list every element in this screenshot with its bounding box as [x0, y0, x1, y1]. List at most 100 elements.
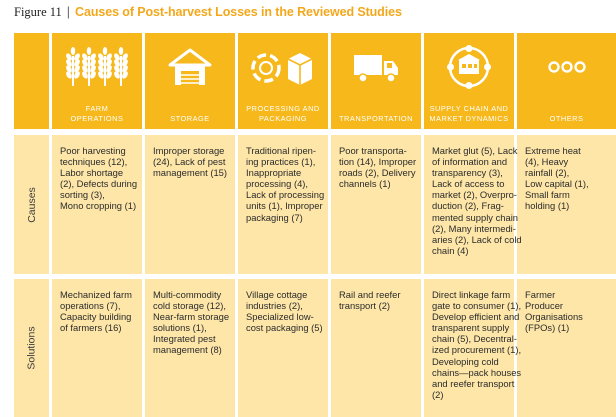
causes-text-line: mented supply chain	[432, 211, 518, 223]
causes-text-line: channels (1)	[339, 178, 391, 190]
solutions-text-line: operations (7),	[60, 300, 121, 312]
causes-cell-farm-operations: Poor harvesting techniques (12), Labor sho…	[60, 145, 142, 212]
truck-icon	[331, 45, 421, 89]
column-header-farm-operations: FARM OPERATIONS	[52, 33, 142, 129]
causes-text-line: Traditional ripen-	[246, 145, 316, 156]
causes-text-line: roads (2), Delivery	[339, 167, 416, 179]
column-label-line: PROCESSING AND	[246, 104, 320, 113]
solutions-text-line: management (8)	[153, 344, 222, 356]
row-divider	[14, 274, 616, 279]
column-label-line: PACKAGING	[259, 113, 307, 123]
causes-cell-supply-chain-and-market-dynamics: Market glut (5), Lack of information and t…	[432, 145, 522, 256]
causes-text-line: techniques (12),	[60, 156, 128, 168]
causes-text-line: duction (2), Frag-	[432, 200, 504, 212]
causes-cell-storage: Improper storage (24), Lack of pest manage…	[153, 145, 235, 178]
causes-text-line: ing practices (1),	[246, 156, 316, 168]
column-label-line: TRANSPORTATION	[339, 113, 413, 123]
figure-title: Figure 11 | Causes of Post-harvest Losse…	[14, 4, 402, 20]
causes-text-line: tion (14), Improper	[339, 156, 417, 168]
causes-text-line: (2), Defects during	[60, 178, 138, 190]
column-divider	[235, 33, 238, 417]
figure-heading: Causes of Post-harvest Losses in the Rev…	[75, 5, 402, 19]
causes-text-line: sorting (3),	[60, 189, 105, 201]
solutions-cell-storage: Multi-commodity cold storage (12), Near-fa…	[153, 289, 235, 356]
causes-text-line: Poor transporta-	[339, 145, 407, 156]
solutions-text-line: Develop efficient and	[432, 311, 520, 323]
column-label-line: FARM	[85, 104, 109, 113]
causes-row-label: Causes	[25, 186, 38, 223]
column-label-line: OTHERS	[549, 113, 584, 123]
causes-text-line: aries (2), Lack of cold	[432, 233, 522, 245]
causes-text-line: packaging (7)	[246, 211, 303, 223]
column-header-processing-and-packaging: PROCESSING AND PACKAGING	[238, 33, 328, 129]
column-divider	[328, 33, 331, 417]
column-label-line: MARKET DYNAMICS	[429, 113, 509, 123]
causes-text-line: chain (4)	[432, 244, 469, 256]
column-header-supply-chain-and-market-dynamics: SUPPLY CHAIN AND MARKET DYNAMICS	[424, 33, 514, 129]
causes-text-line: Lack of processing	[246, 189, 325, 201]
causes-text-line: (2), Many intermedi-	[432, 222, 516, 234]
solutions-cell-others: Farmer Producer Organisations (FPOs) (1)	[525, 289, 616, 333]
causes-text-line: Small farm	[525, 189, 570, 201]
solutions-text-line: Direct linkage farm	[432, 289, 511, 300]
solutions-text-line: Integrated pest	[153, 333, 216, 345]
causes-text-line: Lack of access to	[432, 178, 505, 190]
causes-text-line: Inappropriate	[246, 167, 302, 179]
solutions-text-line: Organisations	[525, 311, 583, 323]
solutions-row-label: Solutions	[26, 326, 39, 370]
causes-text-line: Improper storage	[153, 145, 225, 156]
market-icon	[424, 45, 514, 89]
solutions-text-line: cold storage (12),	[153, 300, 226, 312]
solutions-text-line: (FPOs) (1)	[525, 322, 570, 334]
solutions-text-line: of farmers (16)	[60, 322, 122, 334]
causes-text-line: Low capital (1),	[525, 178, 589, 190]
causes-text-line: Extreme heat	[525, 145, 581, 156]
causes-cell-processing-and-packaging: Traditional ripen-ing practices (1), Inap…	[246, 145, 328, 223]
warehouse-icon	[145, 45, 235, 89]
causes-text-line: Market glut (5), Lack	[432, 145, 518, 156]
solutions-text-line: (2)	[432, 388, 444, 400]
solutions-text-line: solutions (1),	[153, 322, 207, 334]
solutions-text-line: Near-farm storage	[153, 311, 230, 323]
column-label-line: SUPPLY CHAIN AND	[429, 104, 509, 113]
column-divider	[142, 33, 145, 417]
causes-text-line: (24), Lack of pest	[153, 156, 226, 168]
causes-text-line: Poor harvesting	[60, 145, 126, 156]
solutions-cell-farm-operations: Mechanized farm operations (7), Capacity b…	[60, 289, 142, 333]
causes-text-line: transparency (3),	[432, 167, 503, 179]
causes-text-line: rainfall (2),	[525, 167, 570, 179]
causes-text-line: processing (4),	[246, 178, 309, 190]
solutions-text-line: transport (2)	[339, 300, 391, 312]
column-header-storage: STORAGE	[145, 33, 235, 129]
column-label-line: OPERATIONS	[70, 113, 124, 123]
causes-text-line: (4), Heavy	[525, 156, 569, 168]
solutions-text-line: ized procurement (1),	[432, 344, 522, 356]
causes-text-line: Labor shortage	[60, 167, 124, 179]
solutions-text-line: Village cottage	[246, 289, 308, 300]
packaging-icon	[238, 45, 328, 89]
solutions-text-line: Producer	[525, 300, 564, 312]
solutions-cell-processing-and-packaging: Village cottage industries (2), Specialize…	[246, 289, 328, 333]
figure-number: Figure 11	[14, 4, 62, 19]
causes-text-line: units (1), Improper	[246, 200, 323, 212]
solutions-text-line: Rail and reefer	[339, 289, 401, 300]
solutions-text-line: Mechanized farm	[60, 289, 132, 300]
column-label: FARM OPERATIONS	[56, 104, 138, 123]
solutions-text-line: chains—pack houses	[432, 366, 522, 378]
column-label-line: STORAGE	[170, 113, 210, 123]
column-divider	[49, 33, 52, 417]
figure-separator: |	[66, 5, 71, 19]
solutions-text-line: transparent supply	[432, 322, 510, 334]
column-header-others: OTHERS	[517, 33, 616, 129]
causes-text-line: holding (1)	[525, 200, 570, 212]
solutions-text-line: Specialized low-	[246, 311, 314, 323]
solutions-cell-transportation: Rail and reefer transport (2)	[339, 289, 421, 311]
column-divider	[421, 33, 424, 417]
solutions-text-line: Capacity building	[60, 311, 132, 323]
solutions-cell-supply-chain-and-market-dynamics: Direct linkage farm gate to consumer (1),…	[432, 289, 522, 400]
column-label: OTHERS	[521, 114, 612, 124]
column-label: SUPPLY CHAIN AND MARKET DYNAMICS	[428, 104, 510, 123]
solutions-text-line: industries (2),	[246, 300, 303, 312]
causes-text-line: market (2), Overpro-	[432, 189, 517, 201]
wheat-icon	[52, 45, 142, 89]
